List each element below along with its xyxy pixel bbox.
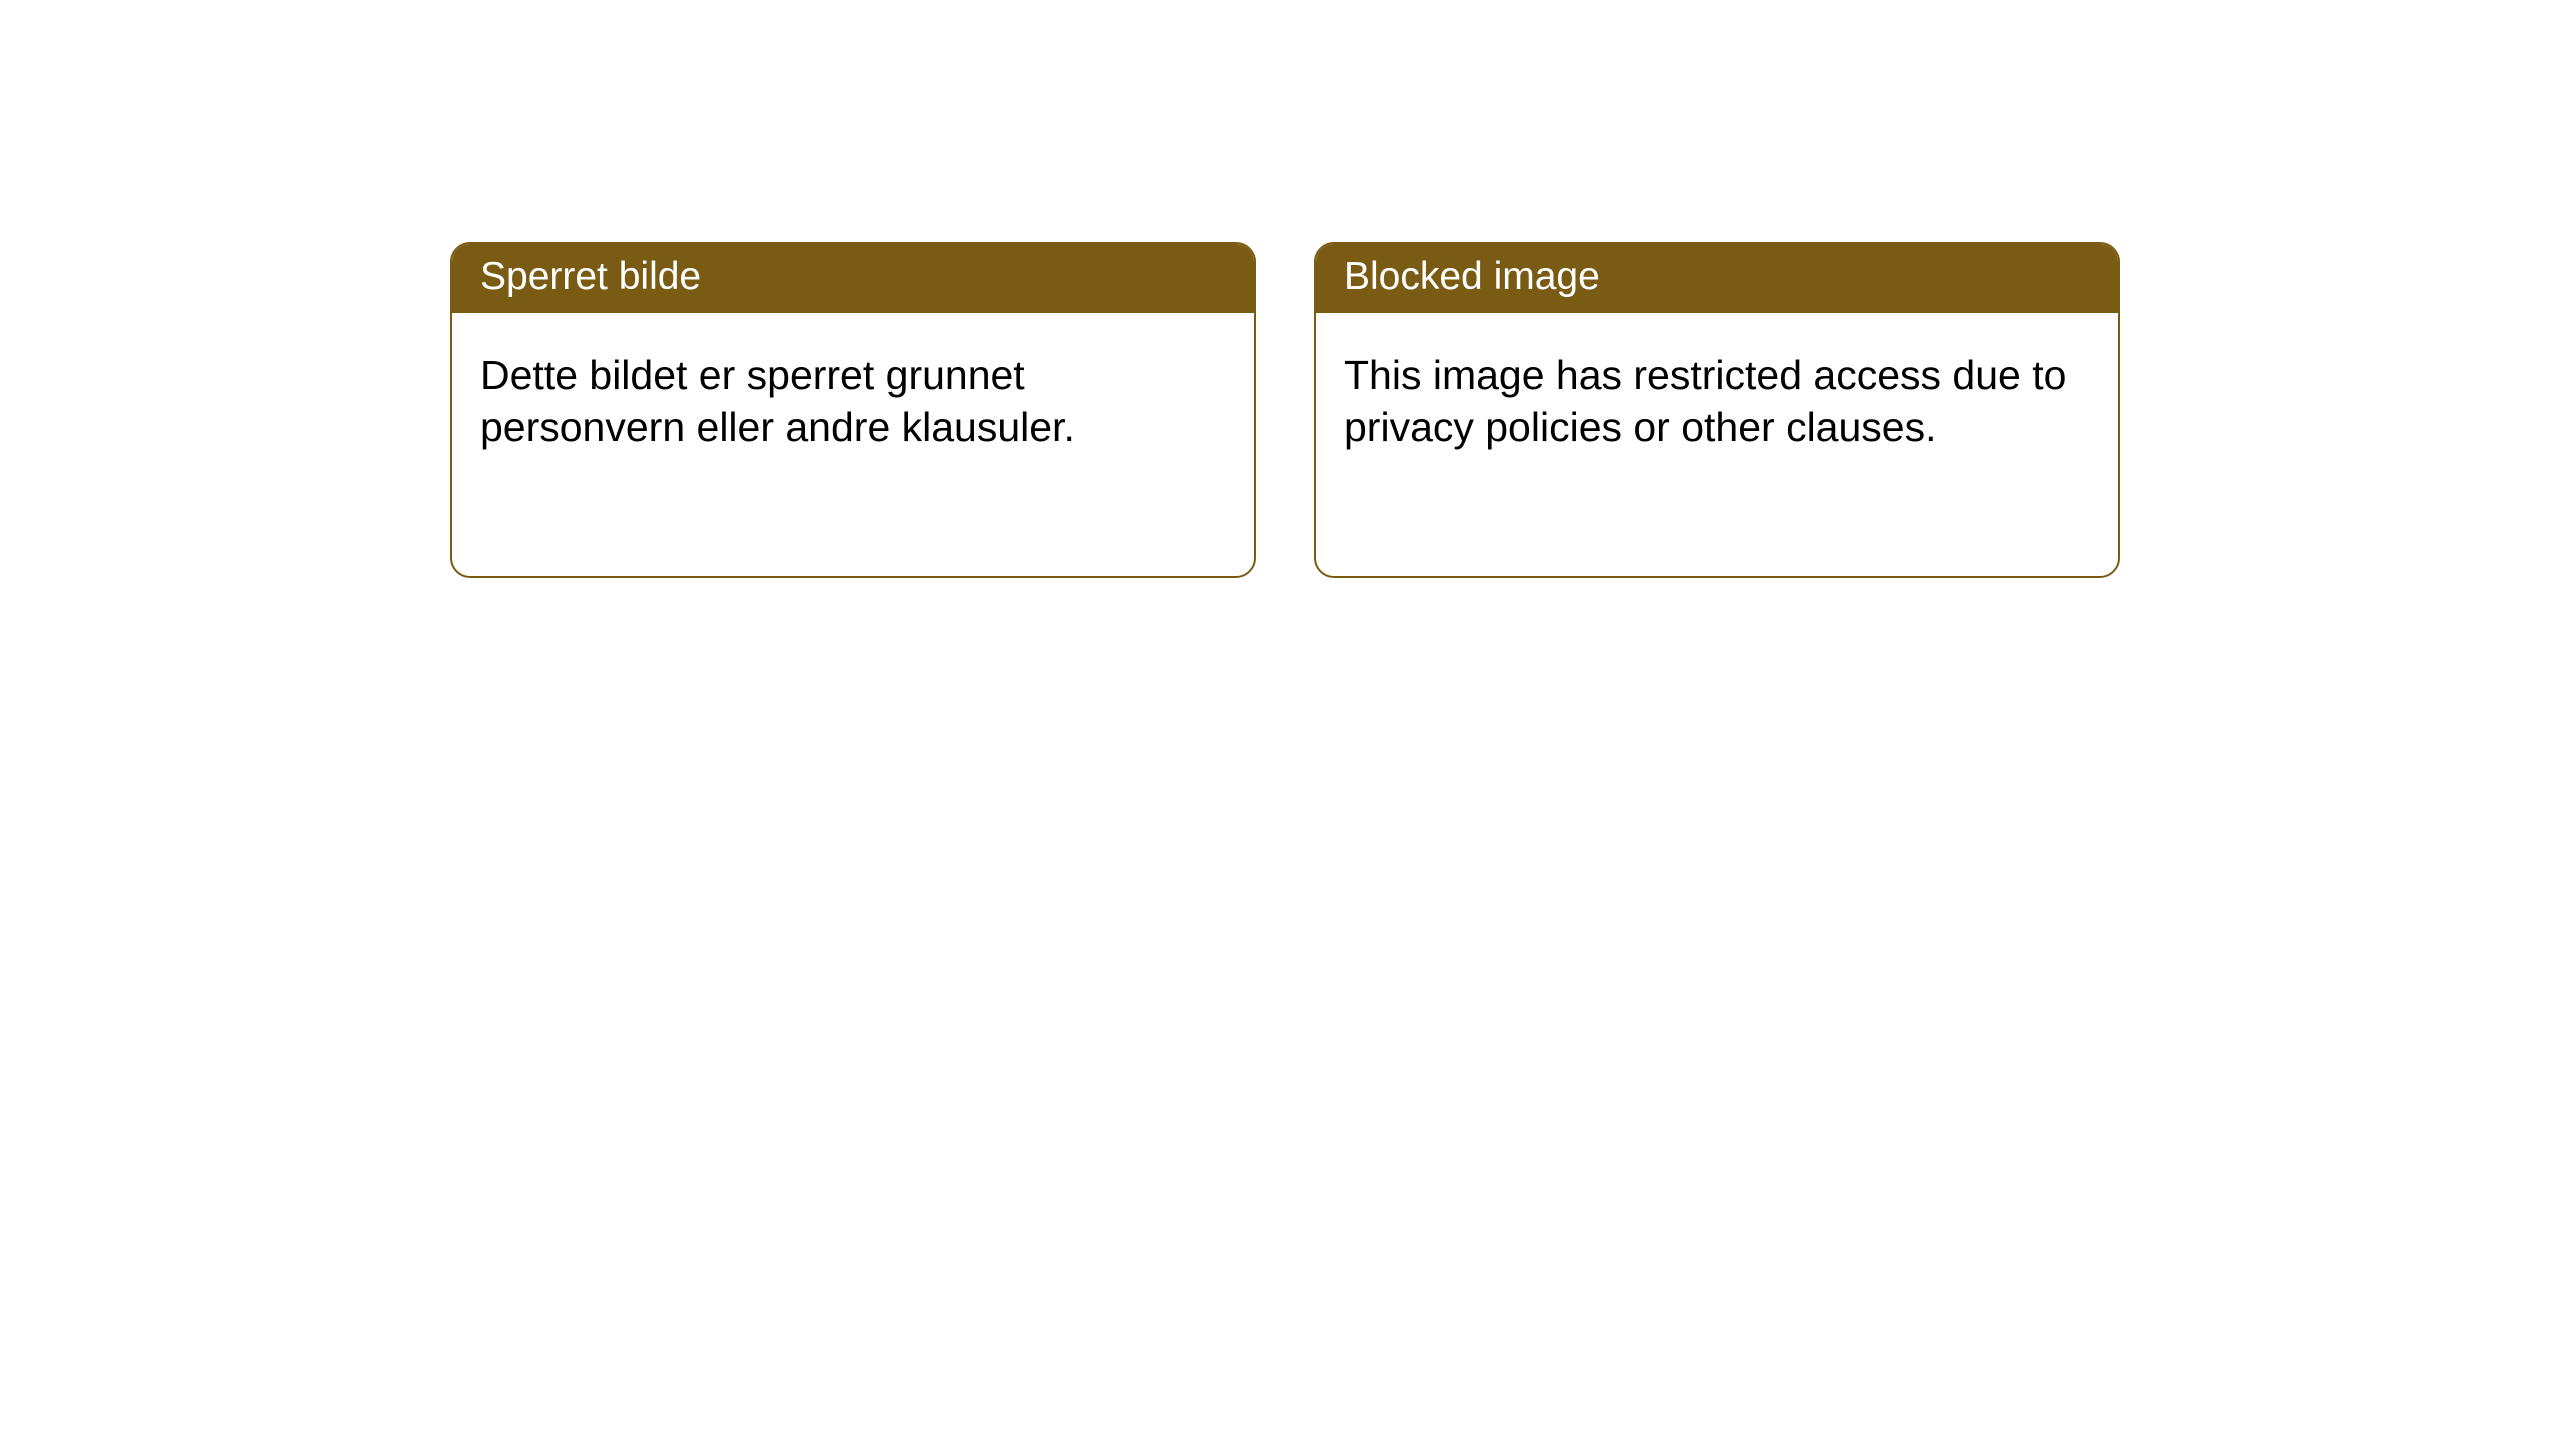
- card-title-english: Blocked image: [1316, 244, 2118, 313]
- notice-card-norwegian: Sperret bilde Dette bildet er sperret gr…: [450, 242, 1256, 578]
- notice-cards-container: Sperret bilde Dette bildet er sperret gr…: [0, 0, 2560, 578]
- card-body-norwegian: Dette bildet er sperret grunnet personve…: [452, 313, 1254, 482]
- notice-card-english: Blocked image This image has restricted …: [1314, 242, 2120, 578]
- card-body-english: This image has restricted access due to …: [1316, 313, 2118, 482]
- card-title-norwegian: Sperret bilde: [452, 244, 1254, 313]
